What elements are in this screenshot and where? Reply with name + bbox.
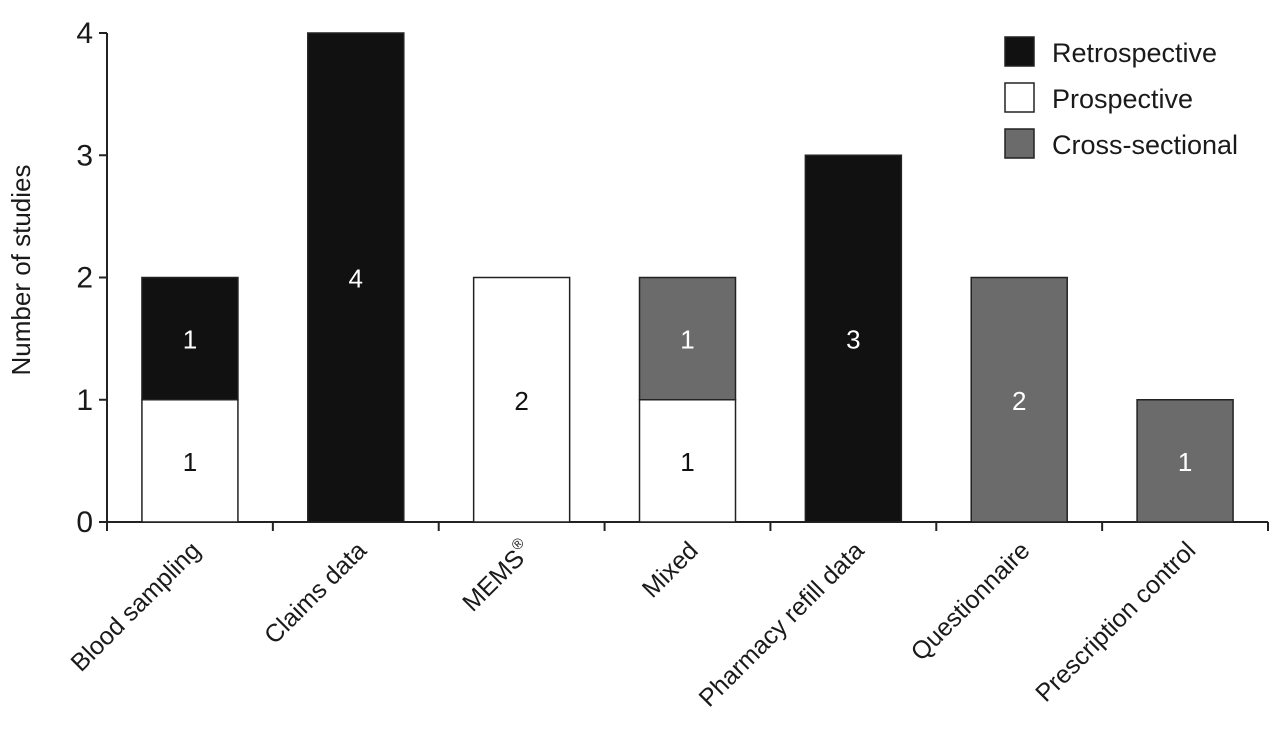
bar-segment	[638, 276, 737, 401]
legend-swatch	[1004, 82, 1035, 113]
bar-segment	[1136, 399, 1234, 523]
y-tick-label: 3	[76, 139, 93, 172]
bar-value-label: 2	[1012, 386, 1026, 416]
category-label: Prescription control	[1030, 536, 1201, 707]
bar-value-label: 1	[1178, 447, 1192, 477]
bar-segment	[638, 399, 737, 523]
category-label: MEMS®	[455, 534, 538, 617]
bar-segment	[804, 154, 903, 523]
bars: 1 1 4 2 1 1 3 2 1	[141, 32, 1234, 523]
bar-value-label: 1	[680, 447, 694, 477]
y-tick-label: 1	[76, 384, 93, 417]
category-label: Mixed	[637, 536, 704, 603]
legend-label: Cross-sectional	[1052, 130, 1238, 160]
bar-segment	[472, 276, 571, 523]
category-label: Claims data	[259, 536, 372, 649]
bar-segment	[141, 276, 239, 401]
y-tick-label: 0	[76, 506, 93, 539]
legend-swatch	[1004, 128, 1035, 159]
y-axis-title: Number of studies	[6, 165, 36, 376]
category-label: Pharmacy refill data	[694, 536, 870, 712]
bar-value-label: 3	[846, 325, 860, 355]
legend-label: Retrospective	[1052, 38, 1217, 68]
legend: Retrospective Prospective Cross-sectional	[1004, 36, 1238, 160]
bar-segment	[970, 276, 1068, 523]
bar-segment	[141, 399, 239, 523]
bar-value-label: 1	[680, 325, 694, 355]
bar-segment	[307, 32, 405, 523]
legend-label: Prospective	[1052, 84, 1193, 114]
legend-swatch	[1004, 36, 1035, 67]
bar-value-label: 1	[183, 325, 197, 355]
bar-value-label: 1	[183, 447, 197, 477]
category-label: Blood sampling	[66, 536, 207, 677]
y-tick-label: 4	[76, 17, 93, 50]
category-label: Questionnaire	[906, 536, 1036, 666]
bar-value-label: 2	[514, 386, 528, 416]
bar-value-label: 4	[349, 264, 363, 294]
y-tick-label: 2	[76, 262, 93, 295]
